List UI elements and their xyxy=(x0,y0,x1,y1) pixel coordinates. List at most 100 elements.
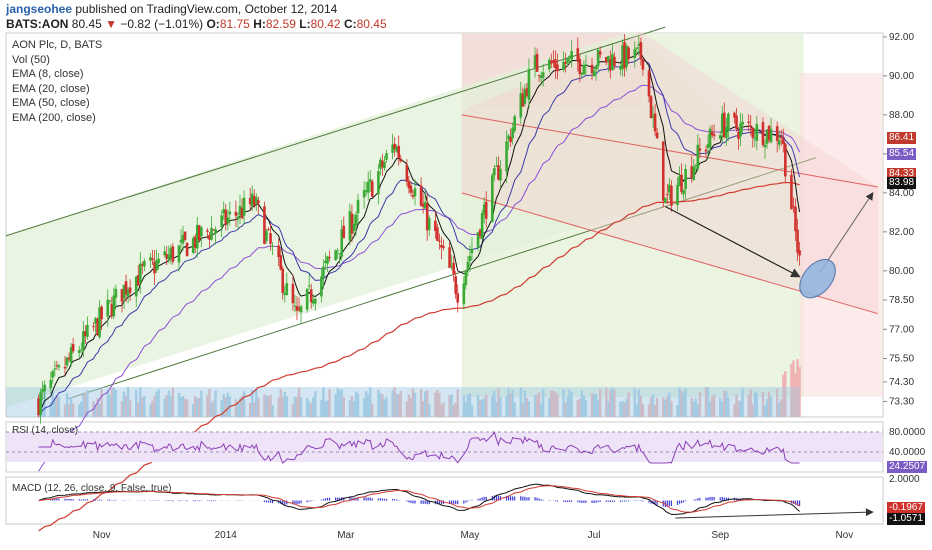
candle-body xyxy=(281,268,285,293)
volume-bar xyxy=(464,402,468,417)
volume-bar xyxy=(110,388,114,417)
candle-body xyxy=(763,144,767,148)
legend-vol[interactable]: Vol (50) xyxy=(12,53,50,66)
volume-bar xyxy=(124,395,128,417)
volume-bar xyxy=(509,393,512,417)
candle-body xyxy=(570,51,573,60)
volume-bar xyxy=(662,397,665,417)
candle-body xyxy=(295,306,299,311)
candle-body xyxy=(661,141,665,201)
volume-bar xyxy=(369,387,372,417)
candle-body xyxy=(320,276,323,297)
volume-bar xyxy=(698,391,702,417)
candle-body xyxy=(607,56,610,62)
volume-bar xyxy=(397,394,400,417)
volume-bar xyxy=(222,394,225,417)
symbol: BATS:AON xyxy=(6,17,69,31)
volume-bar xyxy=(554,392,557,417)
y-tick-label: 82.00 xyxy=(889,227,914,238)
candle-body xyxy=(334,250,337,261)
candle-body xyxy=(779,137,783,139)
candle-body xyxy=(627,47,630,60)
volume-bar xyxy=(267,396,270,417)
volume-bar xyxy=(582,395,586,417)
volume-bar xyxy=(96,397,99,417)
candle-body xyxy=(680,174,683,193)
rsi-tag: 24.2507 xyxy=(887,461,928,473)
ascending-channel xyxy=(6,31,770,408)
volume-bar xyxy=(566,396,569,417)
legend-ema200[interactable]: EMA (200, close) xyxy=(12,111,96,124)
candle-body xyxy=(747,121,751,123)
volume-bar xyxy=(704,387,708,417)
rsi-label[interactable]: RSI (14, close) xyxy=(12,425,79,436)
volume-bar xyxy=(43,388,46,417)
legend-ema8[interactable]: EMA (8, close) xyxy=(12,68,84,81)
volume-bar xyxy=(320,399,323,417)
candle-body xyxy=(165,254,169,260)
volume-bar xyxy=(539,403,543,417)
candle-body xyxy=(727,113,730,131)
candle-body xyxy=(737,131,740,139)
volume-bar xyxy=(676,404,679,417)
legend-ema20[interactable]: EMA (20, close) xyxy=(12,82,90,95)
candle-body xyxy=(647,70,651,97)
author-link[interactable]: jangseohee xyxy=(6,2,73,16)
volume-bar xyxy=(214,390,217,417)
volume-bar xyxy=(527,401,531,417)
legend-ema50[interactable]: EMA (50, close) xyxy=(12,97,90,110)
volume-bar xyxy=(794,373,797,417)
volume-bar xyxy=(352,401,356,417)
volume-bar xyxy=(562,389,565,417)
candle-body xyxy=(580,73,584,75)
volume-bar xyxy=(511,389,514,417)
volume-bar xyxy=(594,394,598,417)
candle-body xyxy=(462,283,466,305)
macd-label[interactable]: MACD (12, 26, close, 9, False, true) xyxy=(12,483,172,494)
candle-body xyxy=(41,389,44,393)
candle-body xyxy=(138,263,142,283)
volume-bar xyxy=(499,396,502,417)
candle-body xyxy=(633,49,637,59)
volume-bar xyxy=(281,396,284,417)
candle-body xyxy=(354,214,358,226)
change: −0.82 (−1.01%) xyxy=(120,17,204,31)
volume-bar xyxy=(735,394,738,417)
volume-bar xyxy=(279,388,282,417)
volume-bar xyxy=(513,402,516,417)
volume-bar xyxy=(67,403,71,417)
volume-bar xyxy=(157,389,160,417)
y-tick-label: 77.00 xyxy=(889,324,914,335)
candle-body xyxy=(228,211,232,215)
volume-bar xyxy=(625,398,628,417)
candle-body xyxy=(598,51,602,55)
volume-bar xyxy=(49,402,52,417)
volume-bar xyxy=(149,404,152,417)
volume-bar xyxy=(682,392,685,417)
candle-body xyxy=(151,258,154,261)
candle-body xyxy=(195,224,199,249)
volume-bar xyxy=(407,394,411,417)
candle-body xyxy=(112,295,116,317)
volume-bar xyxy=(694,398,697,417)
volume-bar xyxy=(712,394,716,417)
candle-body xyxy=(279,255,282,270)
volume-bar xyxy=(649,397,653,417)
candle-body xyxy=(769,128,773,142)
candle-body xyxy=(257,200,260,204)
volume-bar xyxy=(621,401,624,417)
volume-bar xyxy=(670,400,673,417)
close-value: 80.45 xyxy=(356,17,387,31)
volume-bar xyxy=(769,396,773,417)
volume-bar xyxy=(305,398,309,417)
candle-body xyxy=(86,324,89,337)
candle-body xyxy=(82,331,85,350)
volume-bar xyxy=(680,390,683,417)
candle-body xyxy=(698,148,702,151)
volume-bar xyxy=(399,390,402,417)
candle-body xyxy=(198,225,201,240)
candle-body xyxy=(110,304,114,317)
volume-bar xyxy=(570,392,573,417)
volume-bar xyxy=(784,371,787,417)
publish-line: jangseohee published on TradingView.com,… xyxy=(6,2,337,16)
